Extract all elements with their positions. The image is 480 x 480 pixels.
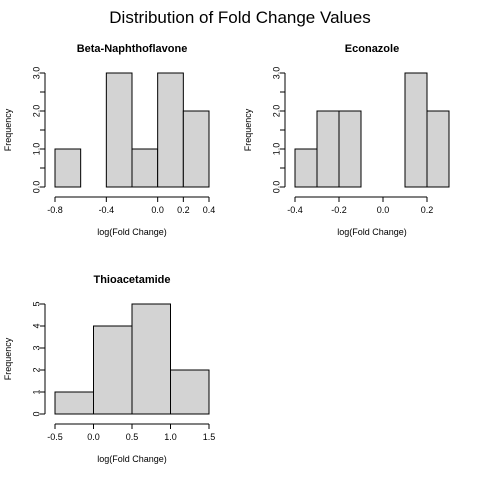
bar-0-2	[105, 72, 133, 188]
bar-1-1	[316, 110, 340, 188]
panel-title-1: Econazole	[345, 43, 399, 55]
y-tick-label-2-3: 3	[31, 345, 41, 350]
y-tick-label-0-2: 1.0	[31, 143, 41, 156]
x-axis-label-1: log(Fold Change)	[337, 227, 407, 237]
main-title: Distribution of Fold Change Values	[109, 8, 370, 27]
panel-title-0: Beta-Naphthoflavone	[77, 43, 188, 55]
y-tick-label-0-0: 0.0	[31, 181, 41, 194]
y-tick-label-2-5: 5	[31, 301, 41, 306]
x-tick-label-1-3: 0.2	[421, 205, 434, 215]
y-tick-label-2-4: 4	[31, 323, 41, 328]
y-tick-label-1-6: 3.0	[271, 67, 281, 80]
x-tick-label-2-3: 1.0	[164, 432, 177, 442]
y-tick-label-1-2: 1.0	[271, 143, 281, 156]
bar-1-2	[338, 110, 362, 188]
bar-1-0	[294, 148, 318, 188]
x-tick-label-0-2: 0.0	[151, 205, 164, 215]
y-tick-label-0-4: 2.0	[31, 105, 41, 118]
bar-0-3	[131, 148, 159, 188]
bar-1-5	[404, 72, 428, 188]
bar-0-5	[182, 110, 210, 188]
y-axis-label-1: Frequency	[243, 108, 253, 151]
panel-title-2: Thioacetamide	[93, 274, 170, 286]
y-tick-label-2-1: 1	[31, 389, 41, 394]
x-tick-label-0-3: 0.2	[177, 205, 190, 215]
x-tick-label-2-0: -0.5	[47, 432, 63, 442]
y-axis-label-2: Frequency	[3, 337, 13, 380]
bar-0-0	[54, 148, 82, 188]
x-tick-label-2-1: 0.0	[87, 432, 100, 442]
y-tick-label-0-6: 3.0	[31, 67, 41, 80]
bar-2-1	[93, 325, 133, 415]
y-axis-label-0: Frequency	[3, 108, 13, 151]
x-tick-label-0-1: -0.4	[99, 205, 115, 215]
bar-2-0	[54, 391, 94, 415]
y-tick-label-2-0: 0	[31, 411, 41, 416]
x-tick-label-1-1: -0.2	[331, 205, 347, 215]
y-tick-label-1-4: 2.0	[271, 105, 281, 118]
bar-2-2	[131, 303, 171, 415]
x-tick-label-0-4: 0.4	[203, 205, 216, 215]
x-axis-label-2: log(Fold Change)	[97, 454, 167, 464]
bar-2-3	[170, 369, 210, 415]
x-tick-label-2-4: 1.5	[203, 432, 216, 442]
y-tick-label-2-2: 2	[31, 367, 41, 372]
bar-1-6	[426, 110, 450, 188]
y-tick-label-1-0: 0.0	[271, 181, 281, 194]
x-tick-label-1-2: 0.0	[377, 205, 390, 215]
x-tick-label-2-2: 0.5	[126, 432, 139, 442]
x-axis-label-0: log(Fold Change)	[97, 227, 167, 237]
bar-0-4	[157, 72, 184, 188]
x-tick-label-1-0: -0.4	[287, 205, 303, 215]
x-tick-label-0-0: -0.8	[47, 205, 63, 215]
